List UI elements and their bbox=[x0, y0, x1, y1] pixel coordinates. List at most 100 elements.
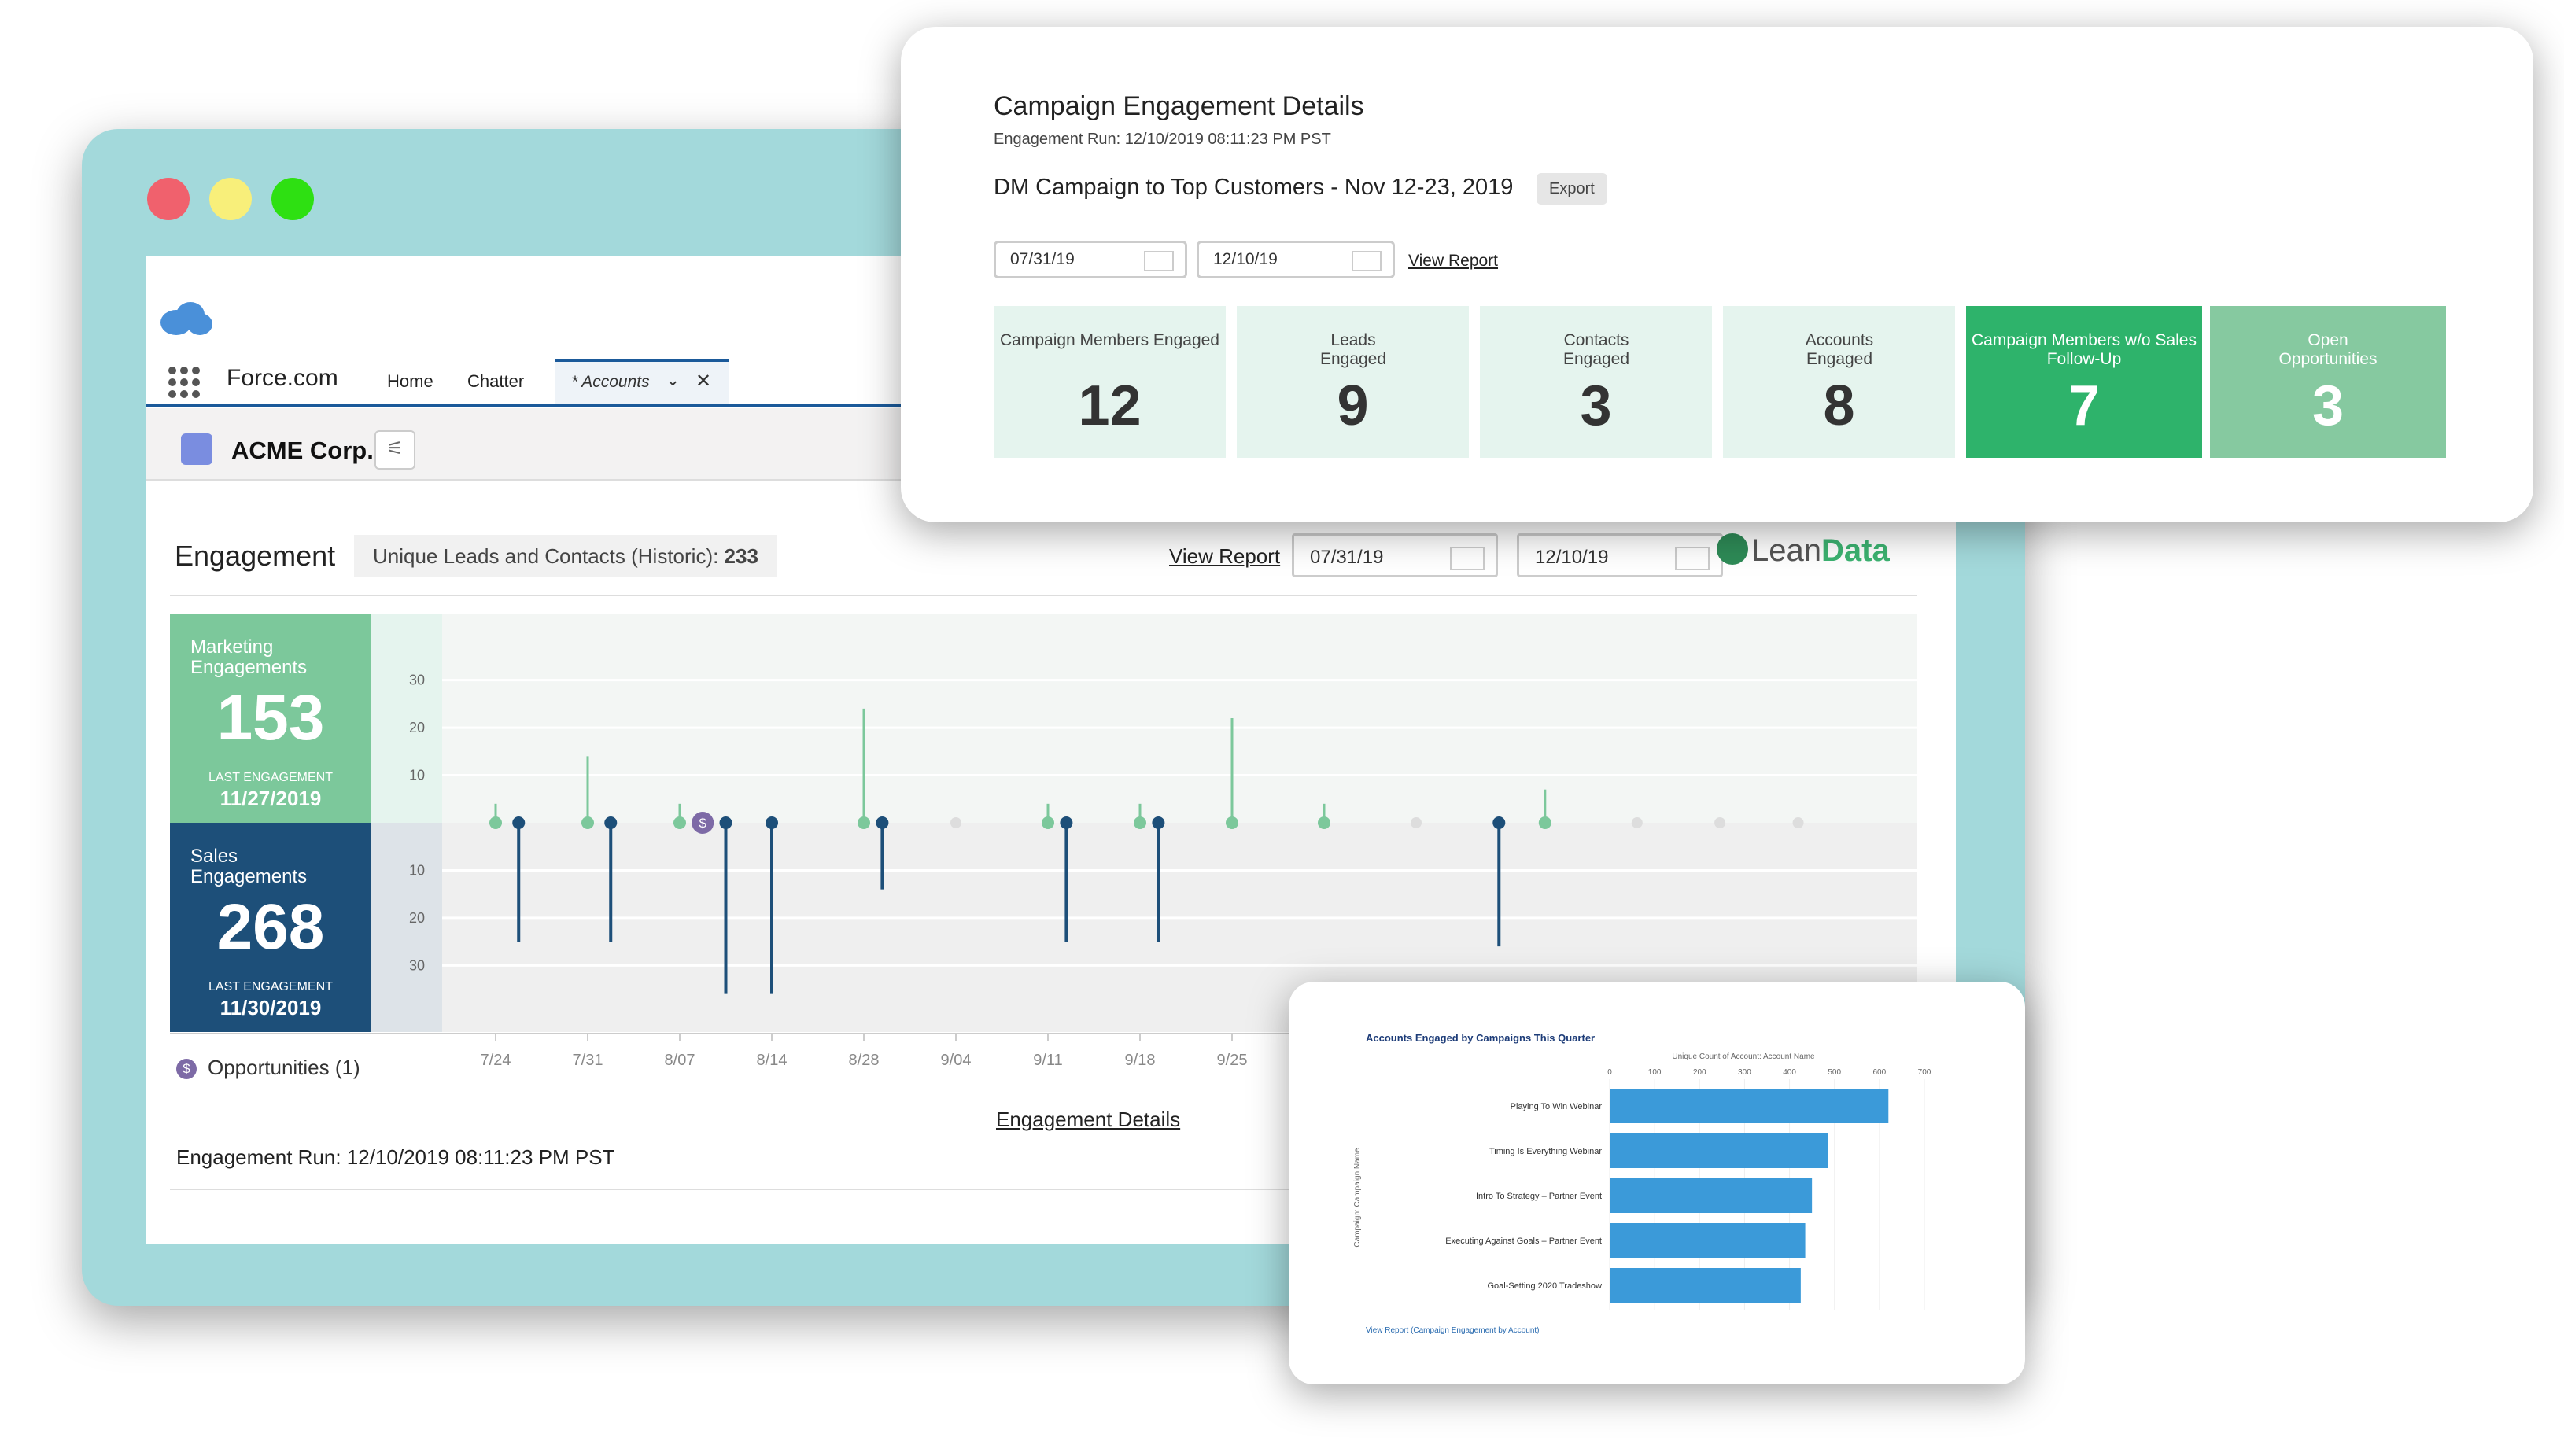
tile-accounts[interactable]: Accounts Engaged 8 bbox=[1723, 306, 1955, 458]
account-name: ACME Corp. bbox=[231, 437, 374, 464]
minimize-window-button[interactable] bbox=[209, 178, 252, 220]
close-window-button[interactable] bbox=[147, 178, 190, 220]
opportunities-label: Opportunities (1) bbox=[208, 1056, 360, 1079]
sales-point bbox=[512, 816, 526, 829]
end-date-input[interactable]: 12/10/19 bbox=[1517, 533, 1723, 577]
marketing-point bbox=[1134, 816, 1146, 829]
end-date-value: 12/10/19 bbox=[1535, 547, 1609, 568]
tile-leads[interactable]: Leads Engaged 9 bbox=[1237, 306, 1469, 458]
category-label: Playing To Win Webinar bbox=[1511, 1102, 1603, 1111]
x-tick-label: 8/28 bbox=[849, 1052, 880, 1069]
leandata-logo-text-bold: Data bbox=[1821, 533, 1890, 568]
tile-value: 7 bbox=[2068, 374, 2101, 437]
bar bbox=[1610, 1223, 1806, 1258]
empty-point bbox=[1792, 817, 1804, 828]
top-nav: Force.com Home Chatter * Accounts ⌄ ✕ bbox=[146, 256, 1956, 407]
bar bbox=[1610, 1089, 1889, 1123]
x-tick-label: 7/31 bbox=[573, 1052, 603, 1069]
card-end-date-input[interactable]: 12/10/19 bbox=[1197, 241, 1395, 278]
tile-label: Campaign Members Engaged bbox=[1000, 331, 1219, 349]
tile-contacts[interactable]: Contacts Engaged 3 bbox=[1480, 306, 1712, 458]
chevron-down-icon[interactable]: ⌄ bbox=[666, 370, 681, 389]
marketing-point bbox=[1042, 816, 1054, 829]
sales-point bbox=[604, 816, 618, 829]
x-tick-label: 9/04 bbox=[941, 1052, 972, 1069]
nav-underline bbox=[146, 404, 933, 407]
export-button[interactable]: Export bbox=[1537, 173, 1607, 205]
nav-chatter[interactable]: Chatter bbox=[467, 371, 525, 391]
accounts-view-report-link[interactable]: View Report (Campaign Engagement by Acco… bbox=[1366, 1326, 1540, 1335]
calendar-icon[interactable] bbox=[1352, 251, 1382, 271]
sales-point bbox=[1492, 816, 1506, 829]
hierarchy-button[interactable]: ⚟ bbox=[374, 430, 415, 470]
card-start-date-value: 07/31/19 bbox=[1010, 250, 1075, 268]
x-tick-label: 400 bbox=[1783, 1068, 1796, 1077]
card-run-text: Engagement Run: 12/10/2019 08:11:23 PM P… bbox=[994, 131, 1331, 148]
calendar-icon[interactable] bbox=[1144, 251, 1174, 271]
tab-accounts[interactable]: * Accounts ⌄ ✕ bbox=[555, 359, 729, 406]
start-date-value: 07/31/19 bbox=[1310, 547, 1384, 568]
x-tick-label: 8/14 bbox=[757, 1052, 788, 1069]
x-tick-label: 9/25 bbox=[1217, 1052, 1248, 1069]
marketing-point bbox=[673, 816, 686, 829]
salesforce-cloud-icon bbox=[160, 302, 212, 335]
y-tick-label: 10 bbox=[409, 768, 425, 783]
y-tick-label: 20 bbox=[409, 720, 425, 735]
card-start-date-input[interactable]: 07/31/19 bbox=[994, 241, 1187, 278]
marketing-last-date: 11/27/2019 bbox=[220, 787, 322, 810]
sales-last-date: 11/30/2019 bbox=[220, 996, 322, 1019]
unique-count-badge: Unique Leads and Contacts (Historic): 23… bbox=[354, 535, 777, 577]
tile-value: 3 bbox=[2311, 374, 2344, 437]
tile-value: 12 bbox=[1078, 374, 1142, 437]
tile-label: Open Opportunities bbox=[2278, 331, 2378, 368]
marketing-count: 153 bbox=[216, 682, 325, 754]
divider bbox=[170, 595, 1917, 596]
leandata-logo: LeanData bbox=[1717, 533, 1890, 569]
y-axis-bg-top bbox=[371, 614, 442, 823]
x-tick-label: 9/18 bbox=[1125, 1052, 1156, 1069]
start-date-input[interactable]: 07/31/19 bbox=[1292, 533, 1498, 577]
view-report-link[interactable]: View Report bbox=[1169, 544, 1281, 568]
accounts-engaged-card: Accounts Engaged by Campaigns This Quart… bbox=[1289, 982, 2025, 1384]
tab-accounts-label: * Accounts bbox=[571, 373, 650, 391]
tile-label: Leads Engaged bbox=[1319, 331, 1387, 368]
category-label: Timing Is Everything Webinar bbox=[1489, 1147, 1602, 1156]
account-icon bbox=[181, 433, 212, 465]
tile-campaign-members[interactable]: Campaign Members Engaged 12 bbox=[994, 306, 1226, 458]
tile-members-no-followup[interactable]: Campaign Members w/o Sales Follow-Up 7 bbox=[1966, 306, 2202, 458]
x-tick-label: 700 bbox=[1918, 1068, 1931, 1077]
calendar-icon[interactable] bbox=[1450, 547, 1485, 570]
y-tick-label: 10 bbox=[409, 862, 425, 878]
engagement-details-link[interactable]: Engagement Details bbox=[996, 1108, 1181, 1131]
empty-point bbox=[1411, 817, 1422, 828]
bar bbox=[1610, 1268, 1801, 1303]
leandata-logo-text: Lean bbox=[1751, 533, 1821, 568]
y-tick-label: 30 bbox=[409, 957, 425, 973]
accounts-chart-title: Accounts Engaged by Campaigns This Quart… bbox=[1366, 1032, 1596, 1044]
x-tick-label: 8/07 bbox=[665, 1052, 695, 1069]
bar bbox=[1610, 1178, 1813, 1213]
x-tick-label: 300 bbox=[1738, 1068, 1751, 1077]
calendar-icon[interactable] bbox=[1675, 547, 1710, 570]
tile-label: Accounts Engaged bbox=[1805, 331, 1874, 368]
tile-value: 9 bbox=[1337, 374, 1369, 437]
app-launcher-icon[interactable] bbox=[168, 367, 200, 398]
campaign-engagement-card: Campaign Engagement Details Engagement R… bbox=[901, 27, 2533, 522]
marketing-point bbox=[1538, 816, 1551, 829]
maximize-window-button[interactable] bbox=[271, 178, 314, 220]
x-axis-title: Unique Count of Account: Account Name bbox=[1672, 1052, 1815, 1061]
marketing-point bbox=[1226, 816, 1238, 829]
nav-home[interactable]: Home bbox=[387, 371, 433, 391]
category-label: Intro To Strategy – Partner Event bbox=[1476, 1192, 1602, 1201]
sales-last-label: LAST ENGAGEMENT bbox=[208, 980, 333, 993]
category-label: Executing Against Goals – Partner Event bbox=[1445, 1237, 1602, 1246]
empty-point bbox=[1631, 817, 1643, 828]
opportunities-legend[interactable]: $ Opportunities (1) bbox=[176, 1056, 360, 1080]
close-icon[interactable]: ✕ bbox=[695, 370, 712, 392]
tile-open-opportunities[interactable]: Open Opportunities 3 bbox=[2210, 306, 2446, 458]
y-tick-label: 30 bbox=[409, 673, 425, 688]
card-view-report-link[interactable]: View Report bbox=[1408, 252, 1499, 270]
sales-point bbox=[766, 816, 778, 829]
y-axis-bg-bottom bbox=[371, 823, 442, 1032]
x-tick-label: 0 bbox=[1607, 1068, 1612, 1077]
